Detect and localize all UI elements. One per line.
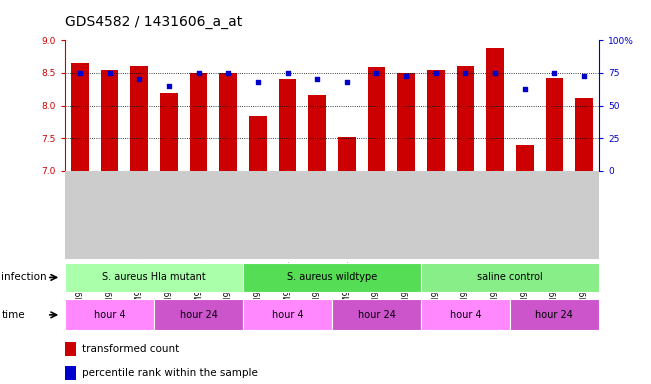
Point — [519, 86, 530, 92]
Point — [193, 70, 204, 76]
Point — [312, 76, 322, 83]
Bar — [160, 93, 178, 171]
Text: hour 24: hour 24 — [180, 310, 217, 320]
Point — [253, 79, 263, 85]
Point — [579, 73, 589, 79]
Bar — [65, 366, 77, 380]
Point — [223, 70, 234, 76]
Text: hour 24: hour 24 — [357, 310, 395, 320]
Bar — [332, 300, 421, 330]
Text: S. aureus wildtype: S. aureus wildtype — [287, 272, 377, 283]
Bar — [101, 70, 118, 171]
Point — [342, 79, 352, 85]
Point — [430, 70, 441, 76]
Point — [549, 70, 560, 76]
Point — [401, 73, 411, 79]
Bar — [309, 95, 326, 171]
Bar — [397, 73, 415, 171]
Bar — [65, 342, 77, 356]
Bar — [516, 145, 534, 171]
Bar — [427, 70, 445, 171]
Bar — [338, 137, 355, 171]
Bar — [65, 263, 243, 292]
Text: GDS4582 / 1431606_a_at: GDS4582 / 1431606_a_at — [65, 15, 242, 29]
Text: time: time — [1, 310, 25, 320]
Bar — [154, 300, 243, 330]
Point — [104, 70, 115, 76]
Bar — [456, 66, 475, 171]
Bar — [71, 63, 89, 171]
Bar — [510, 300, 599, 330]
Bar — [575, 98, 593, 171]
Point — [460, 70, 471, 76]
Bar — [243, 263, 421, 292]
Bar — [219, 73, 237, 171]
Bar — [546, 78, 563, 171]
Text: hour 4: hour 4 — [271, 310, 303, 320]
Text: hour 4: hour 4 — [94, 310, 126, 320]
Bar — [189, 73, 208, 171]
Bar — [65, 300, 154, 330]
Text: hour 4: hour 4 — [450, 310, 481, 320]
Point — [283, 70, 293, 76]
Point — [75, 70, 85, 76]
Text: percentile rank within the sample: percentile rank within the sample — [81, 368, 257, 378]
Text: infection: infection — [1, 272, 47, 283]
Point — [134, 76, 145, 83]
Bar — [130, 66, 148, 171]
Bar — [486, 48, 504, 171]
Text: transformed count: transformed count — [81, 344, 179, 354]
Point — [163, 83, 174, 89]
Text: saline control: saline control — [477, 272, 543, 283]
Bar — [249, 116, 267, 171]
Text: hour 24: hour 24 — [536, 310, 574, 320]
Bar — [279, 79, 296, 171]
Bar — [421, 300, 510, 330]
Bar — [243, 300, 332, 330]
Point — [490, 70, 501, 76]
Point — [371, 70, 381, 76]
Text: S. aureus Hla mutant: S. aureus Hla mutant — [102, 272, 206, 283]
Bar — [368, 67, 385, 171]
Bar — [421, 263, 599, 292]
